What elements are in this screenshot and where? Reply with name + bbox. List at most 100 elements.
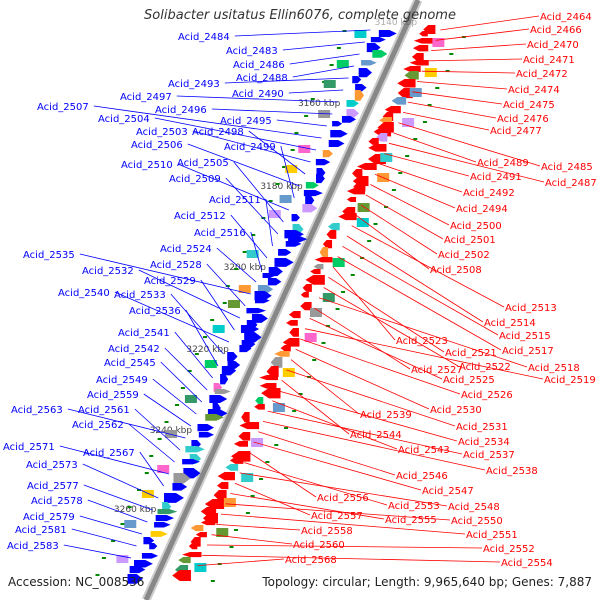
forward-leader-line	[276, 119, 327, 127]
tick-label: 3200 kbp	[224, 263, 267, 273]
forward-leader-line	[216, 247, 257, 283]
gene-block-feature	[310, 308, 322, 317]
forward-leader-line	[230, 214, 268, 259]
reverse-gene-feature	[238, 432, 251, 441]
forward-gene-label: Acid_2542	[108, 344, 160, 355]
reverse-gene-feature	[200, 520, 216, 526]
reverse-leader-line	[216, 524, 301, 531]
reverse-gene-feature	[182, 552, 202, 558]
forward-gene-label: Acid_2524	[160, 244, 212, 255]
reverse-gene-feature	[266, 366, 279, 377]
tick-label: 3260 kbp	[114, 505, 157, 515]
tick-mark	[367, 240, 372, 242]
tick-mark	[398, 172, 403, 174]
forward-gene-label: Acid_2561	[78, 405, 130, 416]
reverse-gene-label: Acid_2550	[451, 516, 503, 527]
forward-gene-feature	[330, 130, 348, 138]
forward-gene-label: Acid_2545	[104, 358, 156, 369]
forward-gene-feature	[154, 522, 171, 528]
tick-mark	[234, 268, 239, 270]
tick-mark	[435, 87, 440, 89]
reverse-gene-feature	[419, 31, 428, 37]
forward-gene-label: Acid_2577	[27, 481, 79, 492]
tick-mark	[275, 183, 280, 185]
reverse-leader-line	[417, 81, 508, 90]
gene-block-feature	[251, 438, 264, 447]
tick-mark	[350, 274, 355, 276]
reverse-gene-feature	[217, 472, 235, 481]
forward-gene-feature	[352, 76, 362, 84]
reverse-leader-line	[374, 173, 456, 209]
forward-gene-feature	[341, 116, 357, 123]
tick-mark	[336, 47, 341, 49]
reverse-gene-feature	[384, 106, 401, 114]
reverse-gene-label: Acid_2537	[463, 450, 515, 461]
forward-gene-feature	[355, 84, 367, 92]
tick-mark	[259, 478, 264, 480]
forward-gene-feature	[143, 537, 155, 545]
tick-mark	[194, 353, 199, 355]
reverse-leader-line	[220, 513, 466, 535]
reverse-gene-label: Acid_2521	[445, 348, 497, 359]
forward-leader-line	[292, 65, 355, 78]
reverse-gene-label: Acid_2538	[486, 466, 538, 477]
forward-leader-line	[282, 41, 365, 51]
forward-gene-feature	[291, 214, 300, 222]
gene-block-feature	[124, 520, 137, 528]
forward-leader-line	[174, 331, 213, 379]
forward-gene-label: Acid_2567	[83, 448, 135, 459]
reverse-leader-line	[351, 225, 505, 308]
forward-gene-feature	[288, 236, 308, 243]
tick-mark	[120, 523, 125, 525]
forward-gene-feature	[239, 345, 252, 353]
reverse-gene-feature	[346, 197, 357, 203]
reverse-leader-line	[393, 132, 477, 163]
reverse-leader-line	[202, 554, 501, 563]
reverse-leader-line	[253, 441, 422, 491]
forward-gene-label: Acid_2578	[31, 496, 83, 507]
gene-block-feature	[282, 368, 295, 377]
tick-mark	[325, 325, 330, 327]
forward-leader-line	[82, 463, 159, 499]
tick-mark	[310, 98, 315, 100]
forward-leader-line	[234, 29, 371, 37]
tick-mark	[149, 455, 154, 457]
forward-gene-label: Acid_2533	[114, 290, 166, 301]
gene-block-feature	[432, 38, 445, 47]
reverse-gene-label: Acid_2515	[499, 331, 551, 342]
reverse-gene-label: Acid_2552	[483, 544, 535, 555]
tick-mark	[229, 546, 234, 548]
reverse-gene-label: Acid_2494	[456, 204, 508, 215]
reverse-gene-feature	[346, 188, 366, 195]
tick-mark	[101, 557, 106, 559]
reverse-leader-line	[262, 421, 486, 471]
gene-block-feature	[204, 360, 217, 368]
reverse-leader-line	[295, 348, 430, 410]
reverse-gene-feature	[274, 351, 290, 357]
reverse-leader-line	[346, 235, 484, 323]
reverse-gene-label: Acid_2500	[450, 221, 502, 232]
forward-gene-feature	[267, 278, 282, 286]
forward-gene-label: Acid_2535	[23, 250, 75, 261]
reverse-gene-label: Acid_2513	[505, 303, 557, 314]
forward-leader-line	[248, 130, 306, 175]
forward-gene-feature	[305, 195, 315, 206]
tick-mark	[210, 319, 215, 321]
tick-mark	[294, 132, 299, 134]
forward-leader-line	[71, 528, 137, 547]
gene-block-feature	[424, 68, 437, 77]
tick-mark	[306, 376, 311, 378]
reverse-gene-label: Acid_2556	[317, 493, 369, 504]
reverse-leader-line	[402, 112, 490, 131]
tick-label: 3180 kbp	[260, 182, 303, 192]
tick-mark	[265, 461, 270, 463]
reverse-gene-label: Acid_2534	[458, 437, 510, 448]
forward-gene-label: Acid_2571	[3, 442, 55, 453]
forward-leader-line	[206, 263, 246, 307]
tick-mark	[175, 404, 180, 406]
forward-leader-line	[83, 484, 153, 511]
reverse-gene-label: Acid_2517	[502, 346, 554, 357]
reverse-gene-label: Acid_2555	[385, 515, 437, 526]
forward-leader-line	[63, 544, 132, 559]
